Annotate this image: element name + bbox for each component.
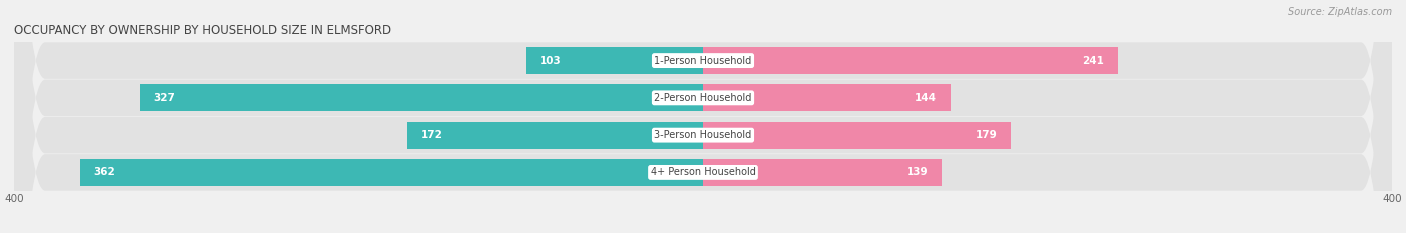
Text: 241: 241 xyxy=(1083,56,1104,65)
Bar xyxy=(703,84,950,111)
Text: 172: 172 xyxy=(420,130,443,140)
Text: 144: 144 xyxy=(915,93,938,103)
FancyBboxPatch shape xyxy=(14,0,1392,233)
Text: 4+ Person Household: 4+ Person Household xyxy=(651,168,755,177)
Bar xyxy=(406,122,703,149)
Text: 103: 103 xyxy=(540,56,561,65)
Text: 2-Person Household: 2-Person Household xyxy=(654,93,752,103)
Text: 327: 327 xyxy=(153,93,176,103)
Bar xyxy=(703,159,942,186)
Bar xyxy=(139,84,703,111)
Bar xyxy=(80,159,703,186)
Text: 3-Person Household: 3-Person Household xyxy=(654,130,752,140)
FancyBboxPatch shape xyxy=(14,0,1392,233)
FancyBboxPatch shape xyxy=(14,0,1392,233)
Text: Source: ZipAtlas.com: Source: ZipAtlas.com xyxy=(1288,7,1392,17)
Text: OCCUPANCY BY OWNERSHIP BY HOUSEHOLD SIZE IN ELMSFORD: OCCUPANCY BY OWNERSHIP BY HOUSEHOLD SIZE… xyxy=(14,24,391,37)
FancyBboxPatch shape xyxy=(14,0,1392,233)
Bar xyxy=(703,47,1118,74)
Text: 139: 139 xyxy=(907,168,928,177)
Bar xyxy=(703,122,1011,149)
Text: 1-Person Household: 1-Person Household xyxy=(654,56,752,65)
Text: 179: 179 xyxy=(976,130,997,140)
Bar xyxy=(526,47,703,74)
Text: 362: 362 xyxy=(93,168,115,177)
